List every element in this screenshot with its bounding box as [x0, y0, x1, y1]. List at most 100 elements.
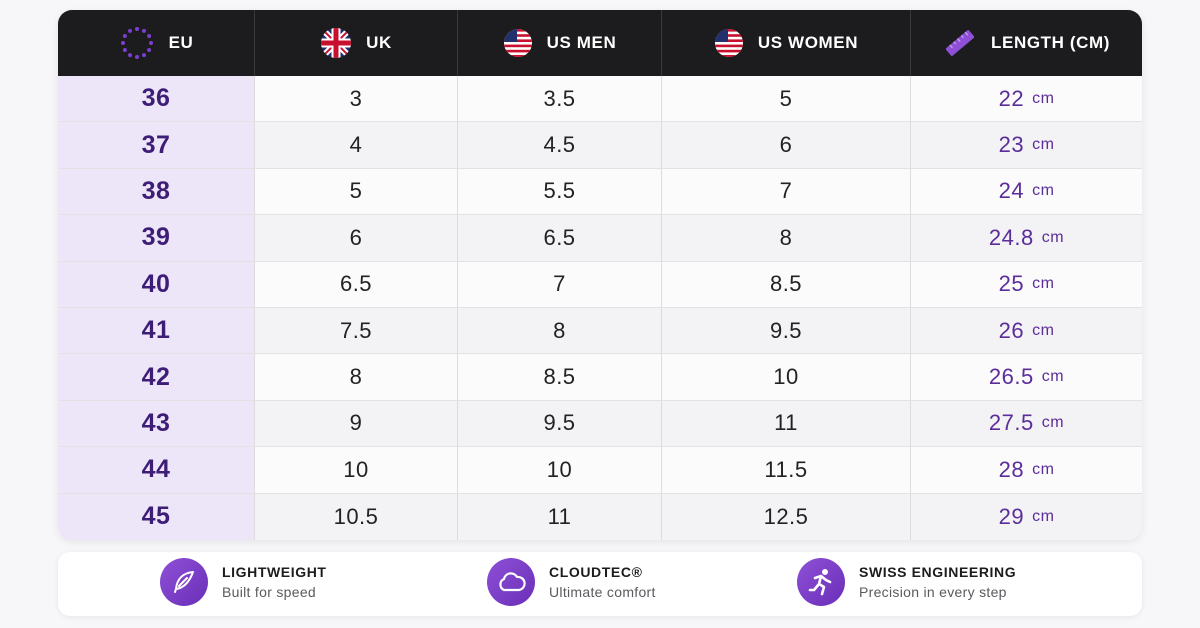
- cell-us-men: 8: [458, 307, 662, 354]
- feature-subtitle: Ultimate comfort: [549, 584, 656, 600]
- uk-flag-icon: [321, 28, 352, 58]
- table-row: 45 10.5 11 12.5 29 cm: [58, 493, 1142, 540]
- feature-subtitle: Built for speed: [222, 584, 316, 600]
- cell-us-men: 7: [458, 261, 662, 307]
- cell-eu: 44: [58, 447, 255, 493]
- length-value: 23: [998, 132, 1025, 158]
- column-header-label: EU: [168, 33, 194, 52]
- cell-eu: 38: [58, 168, 255, 215]
- length-value: 24.8: [988, 224, 1034, 250]
- cell-length: 22 cm: [911, 76, 1142, 122]
- length-value: 26.5: [988, 364, 1034, 390]
- cell-us-women: 8: [662, 215, 911, 261]
- length-value: 24: [998, 178, 1025, 204]
- us-flag-icon: [714, 29, 743, 57]
- cell-uk: 10.5: [255, 493, 458, 540]
- feature-title: CLOUDTEC®: [549, 564, 643, 580]
- cell-us-men: 4.5: [458, 122, 662, 168]
- length-value: 26: [998, 317, 1025, 343]
- table-row: 40 6.5 7 8.5 25 cm: [58, 261, 1142, 308]
- cell-us-women: 6: [662, 122, 911, 168]
- cell-length: 24.8 cm: [911, 215, 1142, 261]
- cell-eu: 37: [58, 122, 255, 168]
- table-row: 38 5 5.5 7 24 cm: [58, 168, 1142, 216]
- length-value: 29: [998, 503, 1025, 529]
- cloud-icon: [487, 558, 535, 606]
- table-row: 36 3 3.5 5 22 cm: [58, 76, 1142, 123]
- column-header-eu: EU: [58, 10, 255, 76]
- cell-uk: 9: [255, 400, 458, 447]
- column-header-label: US MEN: [546, 33, 617, 52]
- cell-eu: 45: [58, 493, 255, 540]
- cell-uk: 6: [255, 215, 458, 261]
- feature-title: SWISS ENGINEERING: [859, 564, 1017, 580]
- cell-us-women: 11: [662, 400, 911, 447]
- cell-us-men: 8.5: [458, 354, 662, 400]
- length-unit: cm: [1041, 414, 1065, 432]
- table-row: 37 4 4.5 6 23 cm: [58, 122, 1142, 169]
- features-bar: LIGHTWEIGHT Built for speed CLOUDTEC® Ul…: [58, 552, 1142, 616]
- cell-length: 29 cm: [911, 493, 1142, 540]
- cell-uk: 6.5: [255, 261, 458, 307]
- cell-us-women: 11.5: [662, 447, 911, 493]
- feature-cloudtec: CLOUDTEC® Ultimate comfort: [487, 558, 656, 606]
- cell-us-women: 8.5: [662, 261, 911, 307]
- cell-us-women: 12.5: [662, 493, 911, 540]
- length-value: 27.5: [988, 410, 1034, 436]
- feature-lightweight: LIGHTWEIGHT Built for speed: [160, 558, 327, 606]
- column-header-label: LENGTH (CM): [991, 33, 1110, 52]
- table-header: EU UK: [58, 10, 1142, 76]
- cell-uk: 4: [255, 122, 458, 168]
- feature-swiss-engineering: SWISS ENGINEERING Precision in every ste…: [797, 558, 1016, 606]
- cell-uk: 7.5: [255, 307, 458, 354]
- length-unit: cm: [1032, 275, 1055, 293]
- cell-us-women: 10: [662, 354, 911, 400]
- table-row: 41 7.5 8 9.5 26 cm: [58, 307, 1142, 355]
- feature-subtitle: Precision in every step: [859, 584, 1007, 600]
- table-row: 39 6 6.5 8 24.8 cm: [58, 215, 1142, 262]
- column-header-length: LENGTH (CM): [911, 10, 1142, 76]
- cell-us-men: 11: [458, 493, 662, 540]
- runner-icon: [797, 558, 845, 606]
- ruler-icon: [945, 30, 975, 56]
- cell-uk: 10: [255, 447, 458, 493]
- cell-length: 28 cm: [911, 447, 1142, 493]
- length-value: 25: [998, 271, 1025, 297]
- cell-uk: 3: [255, 76, 458, 122]
- cell-us-men: 6.5: [458, 215, 662, 261]
- length-unit: cm: [1032, 89, 1055, 107]
- cell-uk: 5: [255, 168, 458, 215]
- table-row: 42 8 8.5 10 26.5 cm: [58, 354, 1142, 401]
- cell-length: 25 cm: [911, 261, 1142, 307]
- cell-eu: 40: [58, 261, 255, 307]
- cell-eu: 39: [58, 215, 255, 261]
- column-header-label: US WOMEN: [757, 33, 859, 52]
- cell-us-women: 9.5: [662, 307, 911, 354]
- size-chart-table: EU UK: [58, 10, 1142, 540]
- cell-us-men: 10: [458, 447, 662, 493]
- cell-eu: 42: [58, 354, 255, 400]
- cell-length: 27.5 cm: [911, 400, 1142, 447]
- length-unit: cm: [1041, 228, 1065, 246]
- cell-length: 26.5 cm: [911, 354, 1142, 400]
- table-row: 43 9 9.5 11 27.5 cm: [58, 400, 1142, 448]
- cell-us-men: 5.5: [458, 168, 662, 215]
- cell-eu: 43: [58, 400, 255, 447]
- feature-title: LIGHTWEIGHT: [222, 564, 327, 580]
- feather-icon: [160, 558, 208, 606]
- cell-uk: 8: [255, 354, 458, 400]
- length-unit: cm: [1032, 136, 1055, 154]
- cell-us-women: 7: [662, 168, 911, 215]
- cell-us-men: 3.5: [458, 76, 662, 122]
- length-unit: cm: [1041, 368, 1065, 386]
- column-header-label: UK: [366, 33, 392, 52]
- table-body: 36 3 3.5 5 22 cm 37 4 4.5 6 23 cm 38 5 5.5 7 24 cm 39 6 6.5 8…: [58, 76, 1142, 540]
- length-unit: cm: [1032, 460, 1055, 478]
- cell-length: 24 cm: [911, 168, 1142, 215]
- length-unit: cm: [1032, 182, 1055, 200]
- cell-us-women: 5: [662, 76, 911, 122]
- length-value: 22: [998, 85, 1025, 111]
- cell-length: 26 cm: [911, 307, 1142, 354]
- cell-length: 23 cm: [911, 122, 1142, 168]
- column-header-uk: UK: [255, 10, 458, 76]
